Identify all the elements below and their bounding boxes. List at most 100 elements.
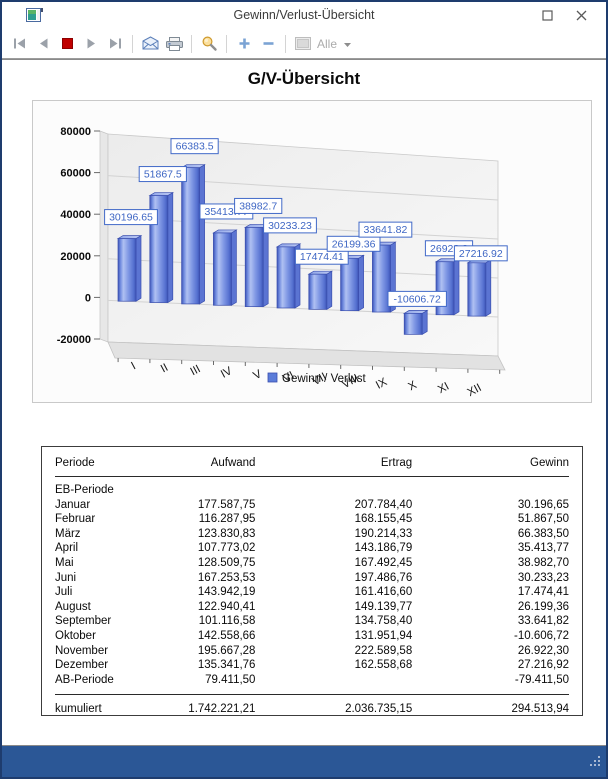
first-page-button[interactable] (8, 33, 30, 55)
previous-page-button[interactable] (32, 33, 54, 55)
table-row: Dezember 135.341,76 162.558,68 27.216,92 (55, 658, 569, 673)
toolbar-separator (191, 34, 192, 53)
table-cell: September (55, 615, 112, 628)
next-page-button[interactable] (80, 33, 102, 55)
table-cell: November (55, 644, 109, 657)
stop-button[interactable] (56, 33, 78, 55)
table-cell: 177.587,75 (197, 498, 256, 511)
table-cell: August (55, 600, 91, 613)
svg-text:IX: IX (374, 376, 390, 392)
resize-grip-icon[interactable] (590, 754, 601, 772)
report-page: G/V-Übersicht (2, 59, 606, 746)
table-cell: 167.253,53 (197, 571, 256, 584)
svg-text:-10606.72: -10606.72 (394, 293, 441, 305)
table-cell: 168.155,45 (354, 513, 413, 526)
table-cell: 197.486,76 (354, 571, 413, 584)
column-header: Ertrag (255, 451, 413, 477)
svg-text:XI: XI (436, 381, 451, 397)
svg-text:80000: 80000 (60, 126, 91, 138)
table-cell: Juni (55, 571, 77, 584)
svg-text:60000: 60000 (60, 168, 91, 180)
svg-text:XII: XII (466, 382, 484, 399)
table-cell: 35.413,77 (517, 542, 569, 555)
svg-text:IV: IV (219, 365, 235, 381)
table-cell: 162.558,68 (354, 659, 413, 672)
column-header: Aufwand (157, 451, 256, 477)
table-cell: 33.641,82 (517, 615, 569, 628)
svg-text:40000: 40000 (60, 209, 91, 221)
toolbar-separator (226, 34, 227, 53)
zoom-button[interactable] (198, 33, 220, 55)
svg-text:38982.7: 38982.7 (239, 200, 277, 212)
table-row: November 195.667,28 222.589,58 26.922,30 (55, 644, 569, 659)
table-cell: 143.186,79 (354, 542, 413, 555)
table-cell: 30.233,23 (517, 571, 569, 584)
table-row: Mai 128.509,75 167.492,45 38.982,70 (55, 556, 569, 571)
email-button[interactable] (139, 33, 161, 55)
table-cell: 135.341,76 (197, 659, 256, 672)
page-filter-label: Alle (317, 36, 338, 51)
table-cell: 30.196,65 (517, 498, 569, 511)
svg-text:X: X (406, 379, 419, 393)
table-cell: 79.411,50 (205, 673, 256, 686)
close-button[interactable] (570, 6, 592, 25)
report-table-box: Periode Aufwand Ertrag Gewinn EB-Periode Jan… (41, 446, 583, 719)
table-cell: 66.383,50 (517, 527, 569, 540)
table-row: April 107.773,02 143.186,79 35.413,77 (55, 541, 569, 556)
table-cell: Januar (55, 498, 91, 511)
chart-area: 80000 60000 40000 20000 0 -20000 I II III IV V VI VI… (32, 100, 592, 403)
total-cell: 1.742.221,21 (157, 694, 256, 719)
table-cell: AB-Periode (55, 673, 114, 686)
table-cell: -79.411,50 (514, 673, 569, 686)
print-button[interactable] (163, 33, 185, 55)
last-page-button[interactable] (104, 33, 126, 55)
table-cell: 116.287,95 (198, 513, 256, 526)
titlebar: Gewinn/Verlust-Übersicht (2, 2, 606, 29)
table-cell: 167.492,45 (354, 556, 413, 569)
svg-text:VI: VI (281, 370, 296, 386)
table-cell: Oktober (55, 629, 96, 642)
zoom-in-button[interactable] (233, 33, 255, 55)
table-cell: 26.199,36 (517, 600, 569, 613)
table-cell: 26.922,30 (517, 644, 569, 657)
table-cell: 38.982,70 (517, 556, 569, 569)
table-row: Oktober 142.558,66 131.951,94 -10.606,72 (55, 629, 569, 644)
report-title: G/V-Übersicht (247, 69, 361, 88)
table-cell: 143.942,19 (197, 586, 256, 599)
svg-text:20000: 20000 (60, 251, 91, 263)
table-cell: 101.116,58 (198, 615, 256, 628)
table-row: März 123.830,83 190.214,33 66.383,50 (55, 527, 569, 542)
table-cell: -10.606,72 (514, 629, 569, 642)
table-cell: 207.784,40 (354, 498, 413, 511)
table-cell: März (55, 527, 81, 540)
table-cell: April (55, 542, 79, 555)
svg-text:Gewinn / Verlust: Gewinn / Verlust (282, 373, 367, 385)
toolbar: Alle (2, 29, 606, 59)
svg-text:30233.23: 30233.23 (268, 220, 312, 232)
table-row: August 122.940,41 149.139,77 26.199,36 (55, 600, 569, 615)
view-mode-button[interactable] (292, 33, 314, 55)
table-cell: EB-Periode (55, 484, 114, 496)
table-cell (255, 477, 412, 498)
svg-text:V: V (251, 368, 264, 382)
total-cell: 294.513,94 (412, 694, 569, 719)
table-cell: 149.139,77 (354, 600, 413, 613)
maximize-button[interactable] (536, 6, 558, 25)
svg-text:27216.92: 27216.92 (459, 248, 503, 260)
table-cell: 161.416,60 (354, 586, 413, 599)
table-cell: Juli (55, 586, 73, 599)
page-filter-dropdown[interactable]: Alle (317, 35, 352, 53)
table-row: Januar 177.587,75 207.784,40 30.196,65 (55, 498, 569, 513)
table-header-row: Periode Aufwand Ertrag Gewinn (55, 451, 569, 477)
total-cell: 2.036.735,15 (255, 694, 413, 719)
table-cell: 122.940,41 (197, 600, 256, 613)
table-cell: Mai (55, 556, 74, 569)
svg-text:VII: VII (311, 371, 329, 388)
chevron-down-icon (343, 35, 352, 53)
zoom-out-button[interactable] (257, 33, 279, 55)
svg-text:51867.5: 51867.5 (144, 169, 182, 181)
table-cell: 107.773,02 (197, 542, 256, 555)
table-cell: 222.589,58 (354, 644, 413, 657)
